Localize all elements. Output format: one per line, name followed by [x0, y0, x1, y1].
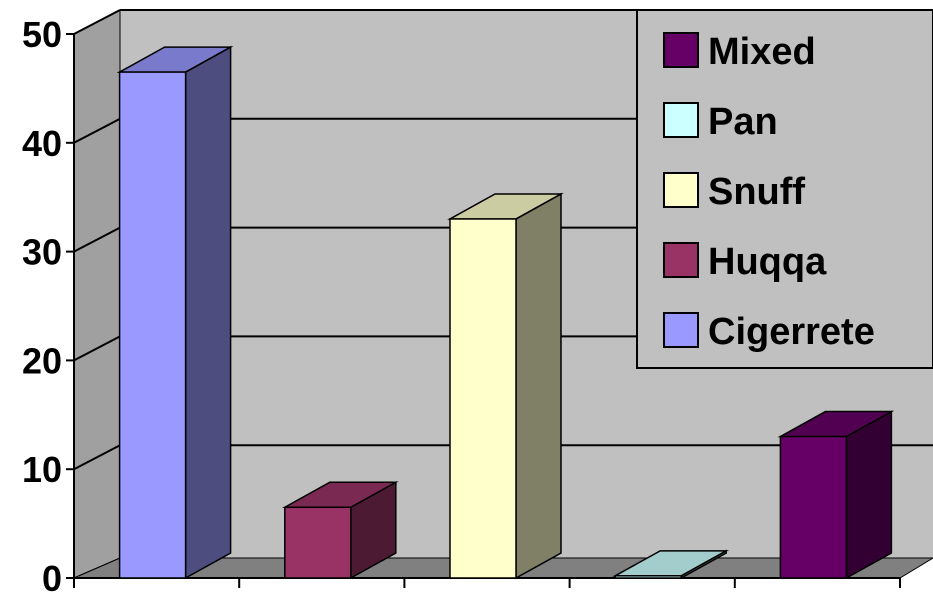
gridline-side	[73, 335, 121, 362]
gridline-side	[73, 444, 121, 471]
legend-label: Snuff	[708, 171, 805, 213]
bar-side-face	[515, 192, 562, 580]
bar-front-face	[284, 506, 352, 579]
legend-swatch	[663, 242, 699, 278]
legend-label: Mixed	[708, 31, 816, 73]
bar-side-face	[184, 45, 232, 580]
y-tick-label: 30	[22, 232, 62, 273]
y-tick-label: 0	[42, 558, 62, 594]
chart-side-wall	[73, 9, 121, 579]
legend: Mixed Pan Snuff Huqqa Cigerrete	[636, 9, 933, 369]
bar-huqqa	[281, 481, 399, 580]
legend-item-huqqa: Huqqa	[663, 241, 827, 283]
bar-cigerrete	[116, 45, 234, 580]
gridline-side	[73, 9, 121, 35]
bars	[116, 45, 895, 580]
y-tick-label: 20	[22, 340, 62, 381]
legend-item-pan: Pan	[663, 101, 778, 143]
x-axis	[73, 577, 901, 588]
bar-mixed	[777, 410, 895, 580]
bar-pan	[612, 549, 730, 580]
bar-front-face	[449, 218, 517, 579]
legend-item-snuff: Snuff	[663, 171, 805, 213]
legend-swatch	[663, 32, 699, 68]
legend-item-cigerrete: Cigerrete	[663, 311, 875, 353]
bar-snuff	[447, 192, 564, 580]
bar-side-face	[845, 410, 893, 580]
legend-swatch	[663, 312, 699, 348]
legend-label: Pan	[708, 101, 778, 143]
gridline-side	[73, 117, 121, 144]
bar-front-face	[118, 71, 187, 579]
y-tick-label: 50	[22, 14, 62, 55]
legend-swatch	[663, 102, 699, 138]
bar-front-face	[614, 575, 682, 579]
y-tick-label: 10	[22, 449, 62, 490]
gridline-side	[73, 226, 121, 253]
y-axis: 0 10 20 30 40 50	[22, 14, 75, 594]
legend-label: Huqqa	[708, 241, 827, 283]
legend-item-mixed: Mixed	[663, 31, 816, 73]
bar-front-face	[779, 435, 848, 579]
y-tick-label: 40	[22, 123, 62, 164]
legend-swatch	[663, 172, 699, 208]
legend-label: Cigerrete	[708, 311, 875, 353]
